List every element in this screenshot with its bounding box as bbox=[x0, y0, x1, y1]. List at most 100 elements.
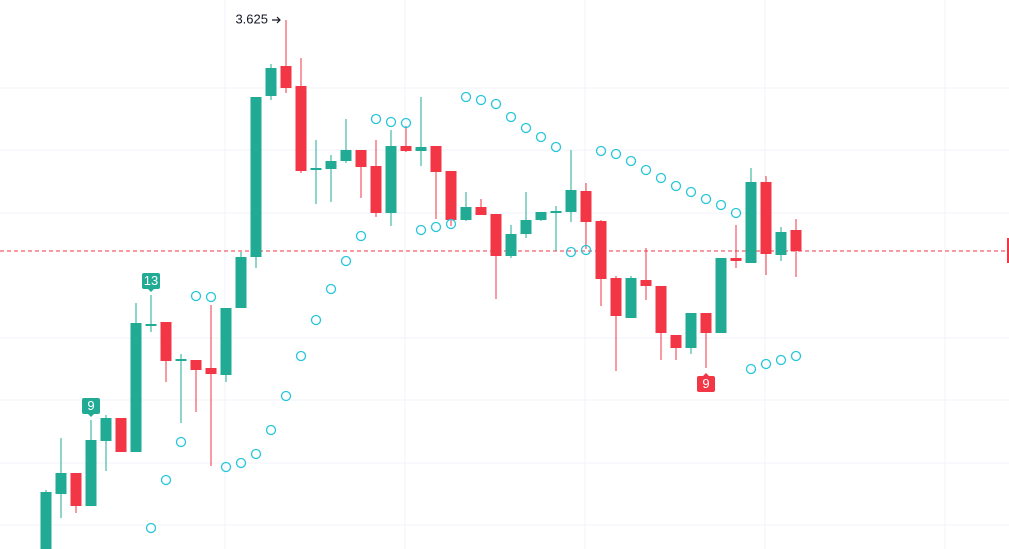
sar-dot bbox=[580, 244, 592, 256]
sar-dot bbox=[355, 230, 367, 242]
count-box bbox=[142, 273, 160, 289]
count-text: 13 bbox=[144, 273, 158, 288]
sar-dot bbox=[295, 350, 307, 362]
count-label: 9 bbox=[697, 373, 715, 392]
sar-dot bbox=[190, 290, 202, 302]
sar-dot bbox=[460, 91, 472, 103]
sar-dot bbox=[205, 291, 217, 303]
candle-body bbox=[295, 86, 307, 171]
sar-dot bbox=[265, 424, 277, 436]
candle-body bbox=[355, 150, 367, 167]
count-label: 13 bbox=[142, 273, 160, 292]
sar-dot bbox=[490, 98, 502, 110]
candle-body bbox=[55, 473, 67, 494]
sar-dot bbox=[400, 117, 412, 129]
count-box bbox=[82, 398, 100, 414]
sar-dot bbox=[220, 461, 232, 473]
candle-body bbox=[145, 324, 157, 326]
sar-dot bbox=[730, 207, 742, 219]
candle-body bbox=[565, 190, 577, 212]
sar-dot bbox=[610, 148, 622, 160]
sar-dot bbox=[235, 457, 247, 469]
candle-body bbox=[415, 147, 427, 151]
sar-dot bbox=[790, 350, 802, 362]
sar-dot bbox=[520, 122, 532, 134]
sar-dot bbox=[415, 224, 427, 236]
candle-body bbox=[385, 146, 397, 213]
candle-body bbox=[205, 368, 217, 374]
candle-body bbox=[685, 313, 697, 348]
candle-body bbox=[325, 161, 337, 169]
high-label: 3.625 bbox=[235, 11, 268, 26]
candle-body bbox=[640, 280, 652, 286]
candle-body bbox=[655, 286, 667, 333]
sar-dot bbox=[280, 390, 292, 402]
candle-body bbox=[595, 221, 607, 279]
count-box bbox=[697, 376, 715, 392]
candle-body bbox=[550, 211, 562, 213]
candle-body bbox=[505, 234, 517, 256]
count-text: 9 bbox=[702, 376, 709, 391]
candle-body bbox=[235, 257, 247, 308]
candle-body bbox=[85, 440, 97, 506]
candle-body bbox=[580, 191, 592, 222]
candle-body bbox=[490, 214, 502, 256]
sar-dot bbox=[445, 218, 457, 230]
sar-dot bbox=[625, 155, 637, 167]
count-text: 9 bbox=[87, 398, 94, 413]
count-label: 9 bbox=[82, 398, 100, 417]
candle-body bbox=[250, 97, 262, 257]
count-pointer bbox=[88, 414, 94, 417]
sar-dot bbox=[640, 164, 652, 176]
sar-dot bbox=[340, 255, 352, 267]
candle-body bbox=[310, 168, 322, 170]
sar-dot bbox=[775, 354, 787, 366]
candle-body bbox=[670, 335, 682, 348]
candle-body bbox=[265, 68, 277, 96]
sar-dot bbox=[565, 246, 577, 258]
candle-body bbox=[280, 66, 292, 88]
candle-body bbox=[400, 146, 412, 151]
sar-dot bbox=[310, 314, 322, 326]
count-pointer bbox=[148, 289, 154, 292]
candle-body bbox=[625, 278, 637, 318]
candle-body bbox=[130, 323, 142, 452]
candle-body bbox=[40, 492, 52, 549]
sar-dot bbox=[655, 172, 667, 184]
candle-body bbox=[790, 230, 802, 251]
sar-dot bbox=[595, 145, 607, 157]
candle-body bbox=[610, 278, 622, 316]
candle-body bbox=[775, 232, 787, 255]
candle-body bbox=[475, 207, 487, 215]
sar-dot bbox=[670, 180, 682, 192]
sar-dot bbox=[370, 113, 382, 125]
candle-body bbox=[460, 207, 472, 220]
sar-dot bbox=[385, 116, 397, 128]
candle-body bbox=[520, 220, 532, 234]
candle-body bbox=[220, 308, 232, 375]
sar-dot bbox=[745, 363, 757, 375]
high-arrow bbox=[272, 16, 281, 24]
candle-body bbox=[535, 212, 547, 220]
sar-dot bbox=[175, 436, 187, 448]
sar-dot bbox=[700, 193, 712, 205]
candle-body bbox=[70, 473, 82, 506]
candle-body bbox=[100, 418, 112, 441]
sar-dot bbox=[550, 141, 562, 153]
candle-body bbox=[190, 360, 202, 370]
sar-dot bbox=[535, 131, 547, 143]
candle-body bbox=[700, 313, 712, 333]
sar-dot bbox=[160, 474, 172, 486]
sar-dot bbox=[475, 94, 487, 106]
sar-dot bbox=[430, 221, 442, 233]
sar-dot bbox=[685, 186, 697, 198]
sar-dot bbox=[715, 199, 727, 211]
candle-body bbox=[370, 166, 382, 213]
candle-body bbox=[430, 146, 442, 172]
candle-body bbox=[760, 182, 772, 254]
sar-dot bbox=[325, 283, 337, 295]
candle-body bbox=[715, 258, 727, 333]
candle-body bbox=[115, 418, 127, 452]
sar-dot bbox=[505, 111, 517, 123]
